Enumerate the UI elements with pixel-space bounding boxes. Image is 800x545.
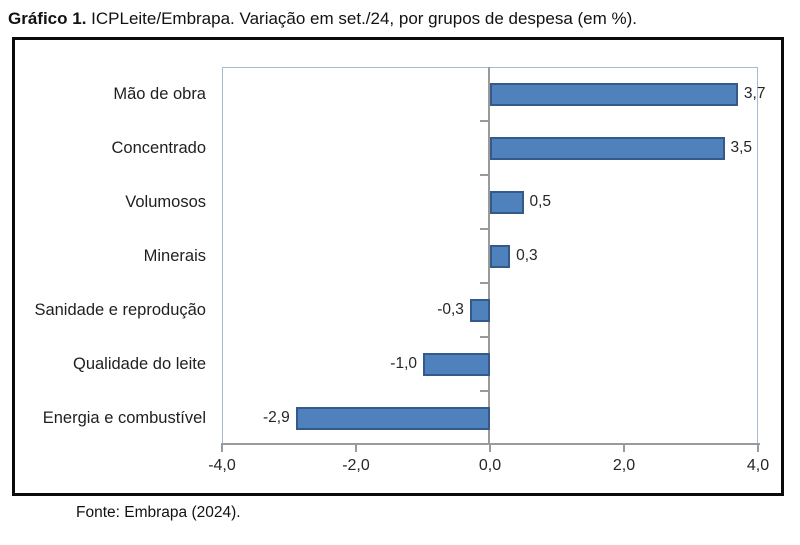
category-axis-tick — [480, 120, 488, 122]
x-axis-tick-label: 4,0 — [746, 457, 770, 474]
x-axis-tick — [623, 445, 625, 452]
category-label: Mão de obra — [113, 85, 206, 103]
bar — [490, 82, 738, 106]
category-label: Energia e combustível — [42, 409, 206, 427]
x-axis-tick — [221, 445, 223, 452]
category-axis-tick — [480, 390, 488, 392]
bar — [490, 136, 725, 160]
chart-title: Gráfico 1. ICPLeite/Embrapa. Variação em… — [8, 9, 637, 29]
x-axis-tick-label: -2,0 — [342, 457, 370, 474]
chart-title-text: ICPLeite/Embrapa. Variação em set./24, p… — [86, 9, 637, 28]
x-axis-tick-label: 0,0 — [478, 457, 502, 474]
chart-title-prefix: Gráfico 1. — [8, 9, 87, 28]
x-axis-line — [221, 443, 760, 445]
category-axis-line — [488, 67, 490, 445]
bar — [490, 190, 524, 214]
category-label: Volumosos — [125, 193, 206, 211]
x-axis-tick — [355, 445, 357, 452]
bar — [423, 352, 490, 376]
bar — [490, 244, 511, 268]
value-label: 0,5 — [529, 193, 552, 210]
value-label: -1,0 — [390, 355, 417, 372]
category-label: Sanidade e reprodução — [34, 301, 206, 319]
x-axis-tick — [757, 445, 759, 452]
bar — [295, 406, 490, 430]
x-axis-tick-label: 2,0 — [612, 457, 636, 474]
x-axis-tick-label: -4,0 — [208, 457, 236, 474]
category-axis-tick — [480, 336, 488, 338]
value-label: -0,3 — [437, 301, 464, 318]
value-label: 3,5 — [730, 139, 753, 156]
category-label: Minerais — [143, 247, 206, 265]
category-axis-tick — [480, 228, 488, 230]
category-axis-tick — [480, 174, 488, 176]
source-note: Fonte: Embrapa (2024). — [76, 504, 241, 521]
bar — [469, 298, 490, 322]
value-label: 0,3 — [516, 247, 538, 264]
category-label: Qualidade do leite — [72, 355, 206, 373]
x-axis-tick — [489, 445, 491, 452]
value-label: 3,7 — [743, 85, 766, 102]
category-label: Concentrado — [111, 139, 206, 157]
value-label: -2,9 — [262, 409, 290, 426]
category-axis-tick — [480, 282, 488, 284]
